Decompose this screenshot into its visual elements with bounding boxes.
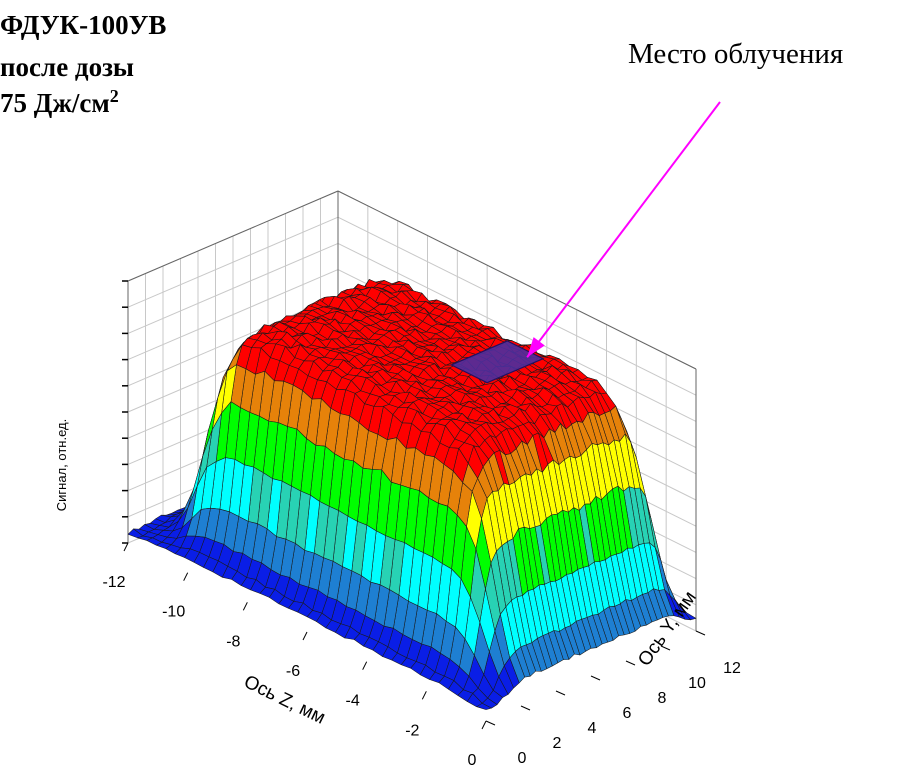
y-axis-tick-label: 0 — [518, 750, 527, 766]
plot-box-edge — [337, 190, 697, 370]
surface-mesh — [127, 279, 697, 710]
y-axis-tick-label: 4 — [588, 720, 597, 737]
annotation-arrow — [526, 101, 721, 358]
z-axis-tick-label: -2 — [405, 722, 419, 739]
annotation-arrow-head — [527, 337, 545, 358]
z-axis-tick-mark — [481, 720, 487, 730]
annotation-label: Место облучения — [628, 38, 844, 70]
y-axis-tick-label: 12 — [723, 660, 741, 677]
side-wall-grid-line — [127, 269, 339, 361]
y-axis-tick-mark — [485, 720, 496, 726]
chart-title-line-3-text: 75 Дж/см — [0, 88, 110, 118]
y-axis-tick-mark — [590, 675, 601, 681]
z-axis-tick-mark — [183, 572, 189, 581]
z-axis-tick-label: -6 — [286, 663, 300, 680]
z-axis-tick-label: -4 — [346, 693, 360, 710]
back-wall-grid-line — [337, 216, 697, 396]
y-axis-tick-label: 8 — [658, 690, 667, 707]
irradiated-spot-marker — [449, 340, 545, 384]
z-axis-tick-label: -8 — [226, 633, 240, 650]
z-axis-tick-mark — [302, 631, 308, 641]
z-axis-label: Ось Z, мм — [240, 671, 328, 728]
z-axis-tick-mark — [123, 542, 129, 552]
back-wall-grid-line — [337, 242, 697, 422]
y-axis-tick-label: 6 — [623, 705, 632, 722]
surface-cell — [127, 528, 144, 539]
z-axis-tick-mark — [362, 661, 368, 670]
chart-title-line-1: ФДУК-100УВ — [0, 10, 167, 40]
side-wall-grid-line — [127, 216, 339, 308]
y-axis-ticks: 0 2 4 6 8 10 12 — [485, 630, 741, 766]
annotation-arrow-shaft — [526, 101, 721, 358]
z-axis-ticks: -12 -10 -8 -6 -4 -2 0 — [102, 542, 487, 766]
y-axis-tick-mark — [555, 690, 566, 696]
z-axis-tick-label: -12 — [102, 574, 125, 591]
z-axis-tick-label: -10 — [162, 604, 185, 621]
z-axis-tick-mark — [421, 691, 427, 700]
y-axis-tick-mark — [520, 705, 531, 711]
irradiated-spot — [449, 340, 545, 384]
y-axis-tick-mark — [695, 630, 706, 636]
chart-title-superscript: 2 — [109, 86, 119, 106]
z-axis-tick-label: 0 — [468, 752, 477, 766]
side-wall-grid-line — [127, 242, 339, 334]
plot-box-edge — [127, 190, 339, 282]
y-axis-tick-label: 2 — [553, 735, 562, 752]
y-axis-tick-mark — [625, 660, 636, 666]
chart-title-line-2: после дозы — [0, 52, 135, 82]
y-axis-tick-mark — [660, 645, 671, 651]
z-axis-tick-mark — [242, 602, 248, 611]
y-axis-tick-label: 10 — [688, 675, 706, 692]
signal-axis-label: Сигнал, отн.ед. — [54, 419, 69, 511]
chart-title-line-3: 75 Дж/см2 — [0, 86, 119, 119]
